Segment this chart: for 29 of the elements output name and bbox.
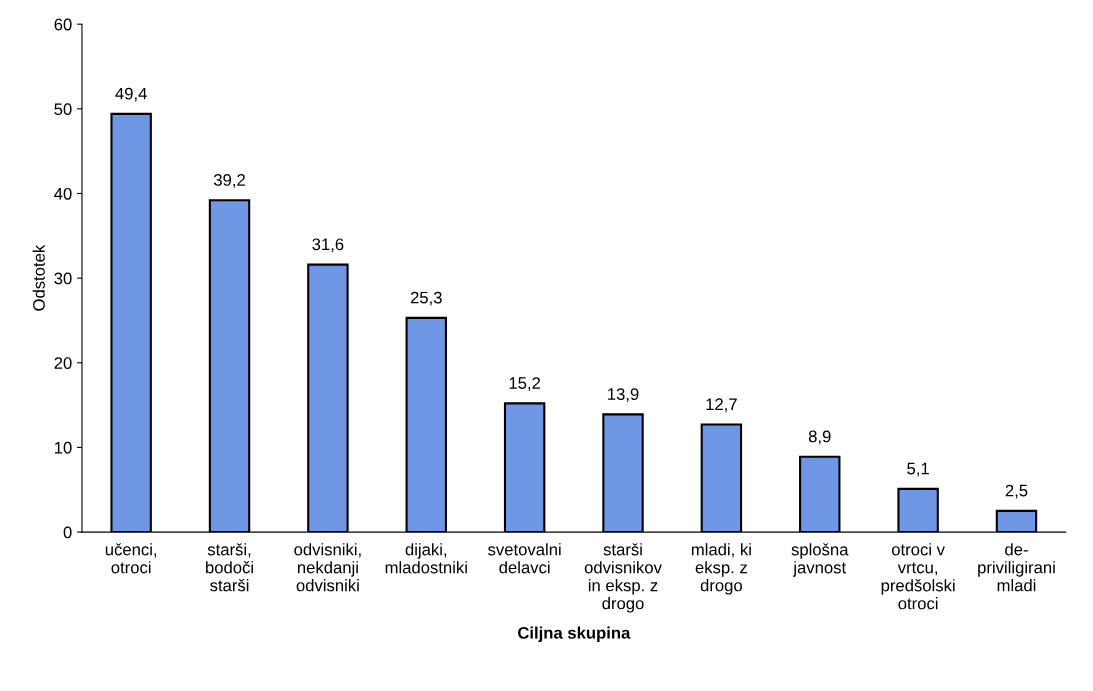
x-axis-title: Ciljna skupina (518, 626, 631, 643)
data-label: 15,2 (509, 377, 541, 391)
y-tick-label: 40 (54, 187, 72, 200)
x-tick-label: splošna javnost (791, 543, 849, 577)
x-tick-label: dijaki, mladostniki (385, 543, 467, 574)
x-tick-label: odvisniki, nekdanji odvisniki (294, 543, 361, 592)
x-tick-label: otroci v vrtcu, predšolski otroci (881, 543, 955, 610)
y-tick-label: 10 (54, 441, 72, 454)
x-tick-label: učenci, otroci (105, 543, 157, 574)
data-label: 13,9 (608, 388, 639, 402)
data-label: 31,6 (312, 238, 344, 253)
x-tick-label: mladi, ki eksp. z drogo (691, 543, 751, 595)
y-tick-label: 30 (54, 272, 72, 285)
x-tick-label: svetovalni delavci (488, 543, 561, 574)
data-label: 8,9 (808, 430, 831, 445)
data-label: 25,3 (410, 291, 442, 306)
x-tick-label: de- priviligirani mladi (978, 543, 1055, 592)
y-tick-label: 20 (54, 357, 72, 369)
x-tick-label: starši odvisnikov in eksp. z drogo (584, 543, 662, 613)
data-label: 5,1 (907, 462, 929, 477)
data-label: 12,7 (706, 398, 737, 413)
data-label: 2,5 (1005, 484, 1028, 499)
y-tick-label: 60 (54, 18, 72, 31)
y-axis-title: Odstotek (32, 244, 45, 311)
data-label: 39,2 (213, 174, 245, 188)
x-tick-label: starši, bodoči starši (206, 543, 253, 592)
y-tick-label: 0 (63, 526, 72, 539)
data-label: 49,4 (115, 87, 147, 102)
y-tick-label: 50 (54, 103, 72, 116)
